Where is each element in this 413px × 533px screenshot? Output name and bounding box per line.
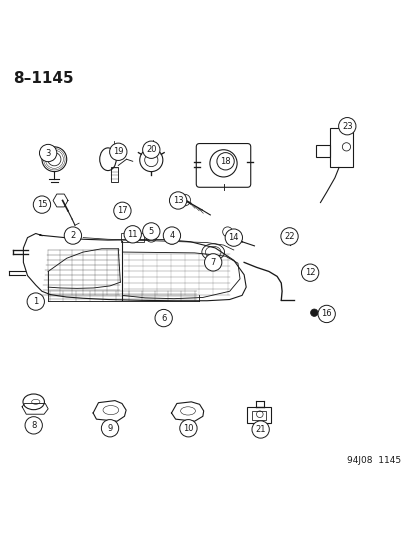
Circle shape <box>225 229 242 246</box>
Circle shape <box>169 192 186 209</box>
Circle shape <box>287 229 291 233</box>
Circle shape <box>64 227 81 244</box>
Circle shape <box>154 310 172 327</box>
Circle shape <box>252 421 268 438</box>
Bar <box>329 128 352 167</box>
Text: 11: 11 <box>127 230 138 239</box>
Text: 16: 16 <box>320 310 331 318</box>
Circle shape <box>142 223 159 240</box>
Bar <box>252 411 265 420</box>
Text: 4: 4 <box>169 231 174 240</box>
Text: 13: 13 <box>172 196 183 205</box>
Circle shape <box>39 144 57 161</box>
Text: 20: 20 <box>146 145 156 154</box>
Text: 22: 22 <box>284 232 294 241</box>
Text: 5: 5 <box>148 227 154 236</box>
Text: 21: 21 <box>255 425 265 434</box>
Text: 19: 19 <box>113 147 123 156</box>
Text: 14: 14 <box>228 233 238 242</box>
Text: 7: 7 <box>210 258 215 267</box>
Text: 1: 1 <box>33 297 38 306</box>
Bar <box>316 145 329 157</box>
Text: 12: 12 <box>304 268 315 277</box>
Circle shape <box>216 152 234 170</box>
Text: 10: 10 <box>183 424 193 433</box>
Bar <box>247 407 271 423</box>
Circle shape <box>142 141 159 158</box>
Circle shape <box>163 227 180 244</box>
Circle shape <box>301 264 318 281</box>
Circle shape <box>179 419 197 437</box>
Text: 6: 6 <box>161 313 166 322</box>
Circle shape <box>338 118 355 135</box>
Circle shape <box>124 225 141 243</box>
Circle shape <box>280 228 297 245</box>
Bar <box>121 233 144 242</box>
Text: 17: 17 <box>117 206 128 215</box>
Circle shape <box>114 202 131 220</box>
Text: 8: 8 <box>31 421 36 430</box>
Text: 15: 15 <box>37 200 47 209</box>
Circle shape <box>101 419 119 437</box>
Circle shape <box>109 143 127 160</box>
Circle shape <box>204 254 221 271</box>
Circle shape <box>25 417 42 434</box>
Text: 8–1145: 8–1145 <box>13 70 74 85</box>
Text: 94J08  1145: 94J08 1145 <box>346 456 400 465</box>
Text: 9: 9 <box>107 424 112 433</box>
Text: 3: 3 <box>45 149 51 158</box>
Text: 2: 2 <box>70 231 75 240</box>
Circle shape <box>310 309 317 317</box>
Circle shape <box>317 305 335 322</box>
Bar <box>111 167 118 182</box>
Text: 18: 18 <box>220 157 230 166</box>
Circle shape <box>27 293 44 310</box>
Text: 23: 23 <box>341 122 352 131</box>
Circle shape <box>33 196 50 213</box>
